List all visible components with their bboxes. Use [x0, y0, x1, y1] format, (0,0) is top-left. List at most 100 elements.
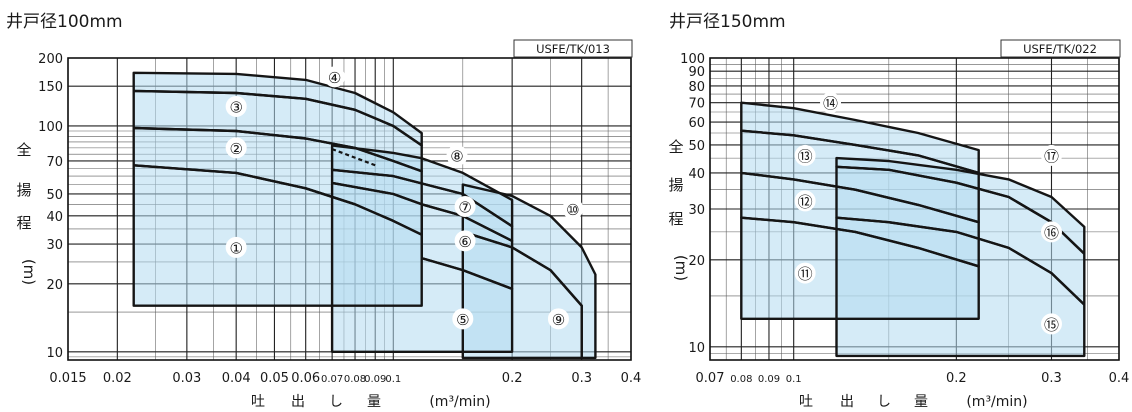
plot-border: [709, 57, 1120, 361]
region-labels: ① ② ③ ④ ⑤ ⑥ ⑦ ⑧ ⑨ ⑩: [225, 66, 584, 330]
x-tick-label: 0.3: [1041, 371, 1062, 386]
region-13-label: ⑬: [798, 147, 813, 165]
region-4-outline: [132, 71, 423, 147]
y-label-char: 全: [16, 141, 31, 159]
x-tick-label: 0.08: [730, 374, 752, 385]
region-1-label: ①: [229, 239, 242, 257]
y-tick-label: 40: [688, 167, 705, 182]
region-3-label-bg: [225, 95, 247, 117]
region-16-label: ⑯: [1044, 224, 1059, 242]
region-3-area: [133, 90, 422, 172]
region-15-label: ⑮: [1044, 316, 1059, 334]
x-tick-label: 0.2: [946, 371, 967, 386]
plot-border: [67, 57, 632, 361]
region-7-label: ⑦: [458, 199, 471, 217]
x-tick-labels: 0.07 0.08 0.09 0.1 0.2 0.3 0.4: [696, 371, 1130, 386]
y-label-char: 程: [668, 210, 683, 228]
y-tick-label: 60: [688, 116, 705, 131]
region-10-outline: [461, 183, 597, 360]
region-4-area: [133, 72, 422, 146]
region-7-label-bg: [454, 196, 476, 218]
y-tick-label: 50: [688, 139, 705, 154]
plot-frame: [67, 57, 632, 361]
y-tick-label: 30: [688, 203, 705, 218]
region-12-label-bg: [794, 190, 816, 212]
chart-title: 井戸径150mm: [669, 12, 786, 32]
region-labels: ⑪ ⑫ ⑬ ⑭ ⑮ ⑯ ⑰: [794, 92, 1062, 335]
region-15-area: [836, 217, 1085, 356]
y-tick-label: 10: [46, 346, 63, 361]
x-tick-label: 0.4: [621, 371, 642, 386]
x-tick-label: 0.03: [172, 371, 201, 386]
chart-title: 井戸径100mm: [6, 12, 123, 32]
y-tick-label: 40: [46, 210, 63, 225]
x-label-char: 出: [840, 394, 854, 410]
x-tick-label: 0.2: [502, 371, 523, 386]
region-4-label-bg: [324, 66, 346, 88]
y-tick-label: 100: [38, 120, 63, 135]
region-14-outline: [740, 101, 980, 175]
region-14-label-bg: [820, 92, 842, 114]
x-tick-label: 0.4: [1109, 371, 1130, 386]
region-5-label: ⑤: [456, 311, 469, 329]
x-tick-label: 0.05: [260, 371, 289, 386]
region-4-label: ④: [328, 69, 341, 87]
plot-frame: [709, 57, 1120, 361]
region-2-label-bg: [225, 137, 247, 159]
chart-code: USFE/TK/013: [536, 42, 610, 56]
region-12-label: ⑫: [798, 193, 813, 211]
region-boundaries: [740, 101, 1086, 358]
x-label-char: 量: [914, 394, 928, 410]
x-label-char: 量: [367, 394, 381, 410]
region-11-label-bg: [794, 262, 816, 284]
region-17-label: ⑰: [1044, 147, 1059, 165]
region-15-label-bg: [1040, 313, 1062, 335]
code-box: USFE/TK/022: [1000, 39, 1121, 58]
region-2-label: ②: [229, 140, 242, 158]
region-7-area: [332, 169, 513, 241]
region-6-label-bg: [454, 230, 476, 252]
y-label-unit: (m): [672, 255, 690, 281]
region-areas: [133, 72, 596, 358]
x-label-unit: (m³/min): [429, 394, 490, 410]
code-box: USFE/TK/013: [513, 39, 633, 58]
x-label-char: し: [329, 394, 343, 410]
y-tick-label: 30: [46, 238, 63, 253]
x-tick-label: 0.1: [786, 374, 802, 385]
y-label-unit: (m): [20, 259, 38, 285]
x-tick-label: 0.015: [49, 371, 86, 386]
x-label-char: 吐: [799, 394, 813, 410]
region-11-label: ⑪: [798, 265, 813, 283]
x-label-char: し: [877, 394, 891, 410]
y-tick-label: 50: [46, 188, 63, 203]
x-tick-label: 0.09: [364, 374, 386, 385]
region-13-label-bg: [794, 144, 816, 166]
y-label-char: 揚: [668, 176, 683, 194]
y-tick-label: 70: [688, 97, 705, 112]
region-8-area: [332, 145, 513, 227]
region-3-label: ③: [229, 98, 242, 116]
region-10-label: ⑩: [566, 201, 579, 219]
region-6-label: ⑥: [458, 233, 471, 251]
region-8-label-bg: [446, 145, 468, 167]
y-tick-label: 20: [46, 278, 63, 293]
region-17-outline: [835, 156, 1086, 255]
y-tick-label: 150: [38, 80, 63, 95]
chart-code: USFE/TK/022: [1023, 42, 1097, 56]
x-tick-label: 0.1: [385, 374, 401, 385]
region-10-label-bg: [562, 198, 584, 220]
y-tick-label: 200: [38, 52, 63, 67]
region-1-label-bg: [225, 236, 247, 258]
x-label-unit: (m³/min): [966, 394, 1027, 410]
x-tick-label: 0.06: [291, 371, 320, 386]
y-tick-label: 100: [680, 52, 705, 67]
y-label-char: 揚: [16, 181, 31, 199]
x-tick-label: 0.07: [321, 374, 343, 385]
y-tick-label: 80: [688, 80, 705, 95]
y-tick-labels: 10 20 30 40 50 70 100 150 200: [38, 52, 63, 361]
region-8-label: ⑧: [450, 148, 463, 166]
y-label-char: 程: [16, 214, 31, 232]
region-17-label-bg: [1040, 144, 1062, 166]
